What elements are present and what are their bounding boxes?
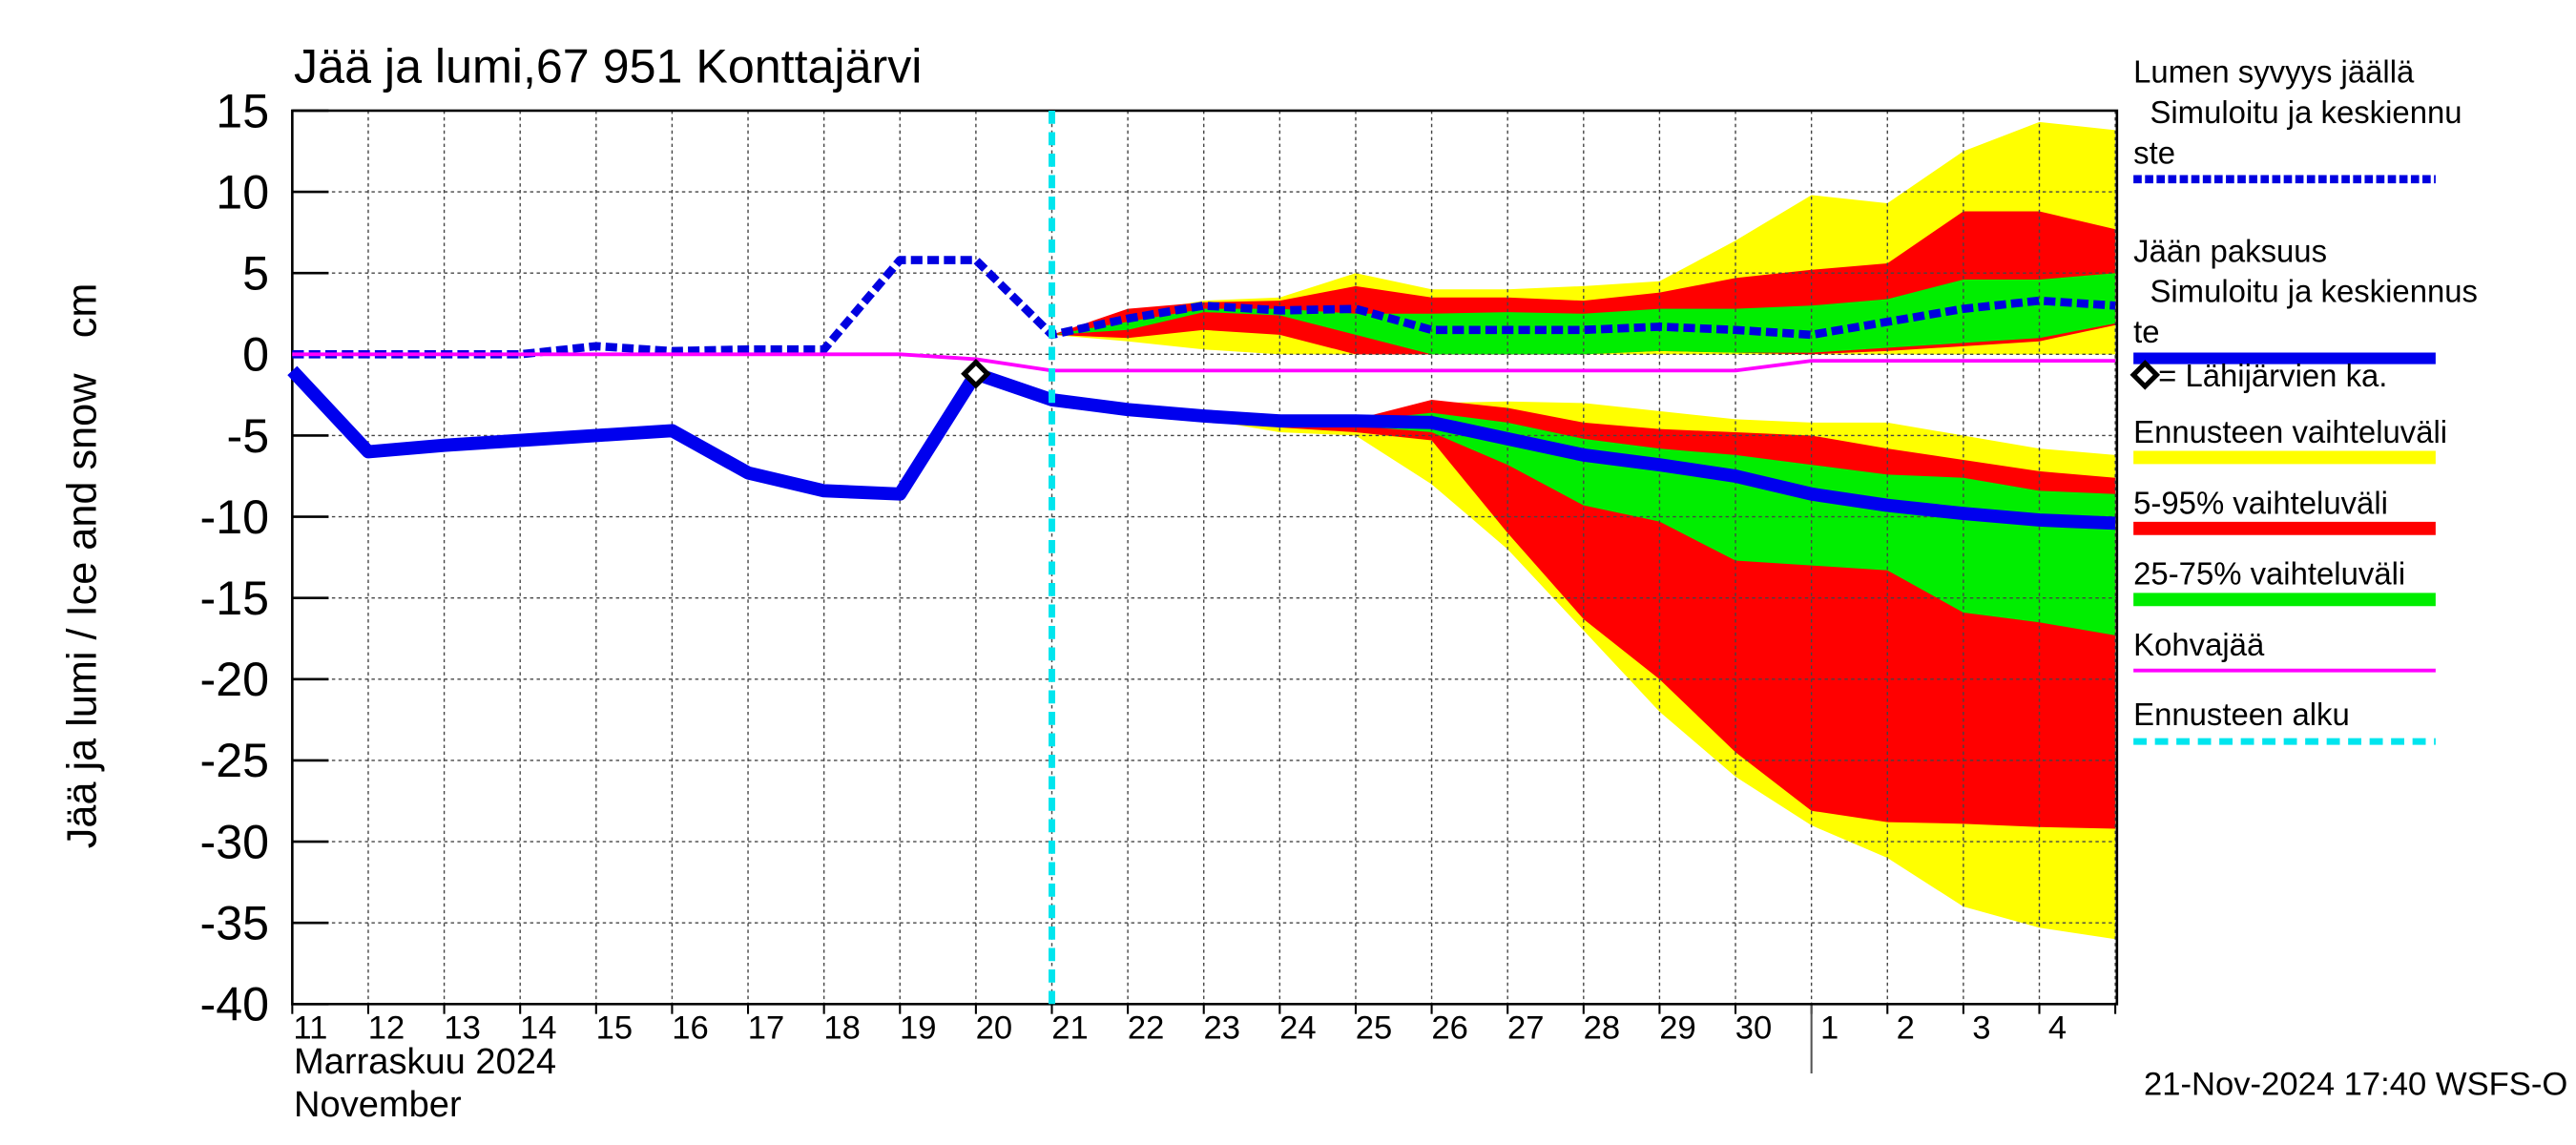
x-tick-label: 27: [1507, 1010, 1545, 1047]
x-tick-label: 19: [900, 1010, 937, 1047]
y-axis-unit: cm: [59, 283, 105, 339]
series-line: [292, 256, 2116, 359]
legend-label: Jään paksuus: [2133, 233, 2327, 268]
x-tick-label: 16: [672, 1010, 709, 1047]
legend-label: = Lähijärvien ka.: [2158, 358, 2387, 393]
y-tick-label: -20: [200, 653, 270, 706]
y-tick-label: 10: [216, 165, 269, 219]
x-tick-label: 18: [823, 1010, 861, 1047]
x-tick-label: 12: [368, 1010, 405, 1047]
x-tick-label: 15: [596, 1010, 634, 1047]
nearby-lakes-marker: [961, 358, 991, 389]
legend-label: 5-95% vaihteluväli: [2133, 485, 2388, 520]
forecast-band: [1051, 273, 2116, 355]
month-label-en: November: [294, 1085, 462, 1125]
x-tick-label: 24: [1279, 1010, 1317, 1047]
x-tick-label: 1: [1820, 1010, 1839, 1047]
y-tick-label: -15: [200, 572, 270, 625]
x-tick-label: 29: [1659, 1010, 1696, 1047]
chart-title: Jää ja lumi,67 951 Konttajärvi: [294, 40, 922, 94]
y-tick-label: 15: [216, 84, 269, 137]
x-tick-label: 26: [1431, 1010, 1468, 1047]
legend-label: Ennusteen vaihteluväli: [2133, 414, 2447, 449]
legend-marker: [2129, 360, 2161, 390]
y-tick-label: -25: [200, 734, 270, 787]
x-tick-label: 28: [1584, 1010, 1621, 1047]
y-tick-label: -40: [200, 978, 270, 1031]
x-tick-label: 20: [976, 1010, 1012, 1047]
forecast-band: [1051, 400, 2116, 635]
legend-label: Simuloitu ja keskiennu: [2150, 94, 2462, 130]
x-tick-label: 13: [444, 1010, 481, 1047]
x-tick-label: 17: [748, 1010, 785, 1047]
legend-label: Kohvajää: [2133, 627, 2265, 662]
month-label: Marraskuu 2024: [294, 1042, 556, 1082]
y-axis-label: Jää ja lumi / Ice and snow: [59, 373, 105, 848]
y-tick-label: -10: [200, 490, 270, 544]
y-tick-label: 5: [242, 247, 269, 301]
legend-label: Ennusteen alku: [2133, 697, 2350, 732]
x-tick-label: 21: [1051, 1010, 1089, 1047]
x-tick-label: 11: [293, 1010, 327, 1047]
legend-label: te: [2133, 314, 2159, 349]
y-tick-label: 0: [242, 328, 269, 382]
legend-label: ste: [2133, 135, 2175, 170]
x-tick-label: 3: [1972, 1010, 1990, 1047]
x-tick-label: 4: [2048, 1010, 2067, 1047]
x-tick-label: 30: [1735, 1010, 1772, 1047]
legend-label: 25-75% vaihteluväli: [2133, 556, 2405, 592]
x-tick-label: 23: [1204, 1010, 1241, 1047]
x-tick-label: 22: [1128, 1010, 1165, 1047]
legend-label: Simuloitu ja keskiennus: [2150, 274, 2478, 309]
x-tick-label: 25: [1356, 1010, 1393, 1047]
y-tick-label: -5: [226, 409, 269, 463]
y-tick-label: -35: [200, 896, 270, 949]
series-line: [287, 365, 2116, 531]
timestamp: 21-Nov-2024 17:40 WSFS-O: [2144, 1067, 2567, 1103]
x-tick-label: 2: [1897, 1010, 1915, 1047]
y-tick-label: -30: [200, 815, 270, 868]
plot-frame: [291, 109, 2119, 1006]
x-tick-label: 14: [520, 1010, 557, 1047]
series-line: [292, 352, 2116, 373]
legend-label: Lumen syvyys jäällä: [2133, 54, 2415, 90]
